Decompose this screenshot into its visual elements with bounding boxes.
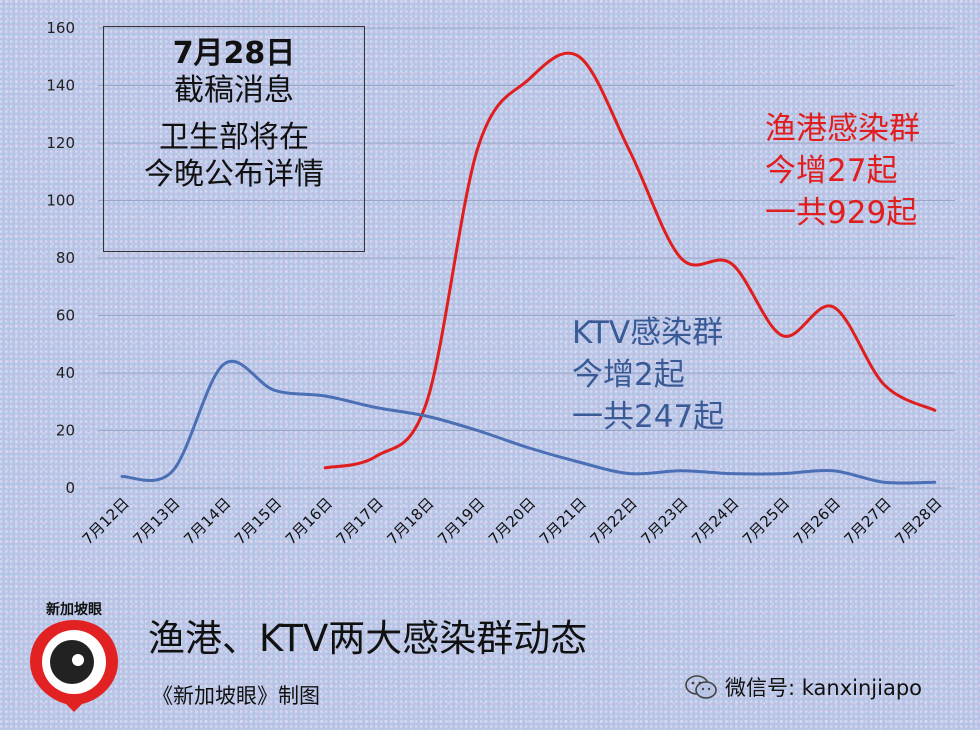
y-tick-label: 100 xyxy=(46,192,75,210)
y-tick-label: 80 xyxy=(56,249,75,267)
ktv-series-line xyxy=(120,360,937,485)
x-tick-label: 7月12日 xyxy=(79,494,133,548)
notice-date: 7月28日 xyxy=(172,36,296,71)
x-tick-label: 7月16日 xyxy=(282,494,336,548)
x-tick-label: 7月15日 xyxy=(231,494,285,548)
x-tick-label: 7月14日 xyxy=(180,494,234,548)
eye-logo: 新加坡眼 xyxy=(30,601,118,712)
x-tick-label: 7月20日 xyxy=(485,494,539,548)
x-tick-label: 7月23日 xyxy=(637,494,691,548)
fishery-total-count: 一共929起 xyxy=(765,195,918,231)
x-axis-ticks: 7月12日7月13日7月14日7月15日7月16日7月17日7月18日7月19日… xyxy=(79,494,946,548)
x-tick-label: 7月25日 xyxy=(739,494,793,548)
x-tick-label: 7月13日 xyxy=(129,494,183,548)
y-tick-label: 0 xyxy=(65,479,75,497)
x-tick-label: 7月17日 xyxy=(333,494,387,548)
y-tick-label: 20 xyxy=(56,422,75,440)
fishery-port-series-line xyxy=(323,51,937,470)
ktv-annotation: KTV感染群 今增2起 一共247起 xyxy=(572,312,724,438)
x-tick-label: 7月27日 xyxy=(841,494,895,548)
notice-line-3: 卫生部将在 xyxy=(159,120,309,155)
x-tick-label: 7月22日 xyxy=(587,494,641,548)
x-tick-label: 7月19日 xyxy=(434,494,488,548)
fishery-today-count: 今增27起 xyxy=(765,153,898,189)
y-axis-ticks: 0 20 40 60 80 100 120 140 160 xyxy=(46,19,75,497)
wechat-id: 微信号: kanxinjiapo xyxy=(685,672,922,702)
fishery-cluster-name: 渔港感染群 xyxy=(765,111,920,147)
logo-text: 新加坡眼 xyxy=(46,601,102,618)
x-tick-label: 7月18日 xyxy=(383,494,437,548)
ktv-cluster-name: KTV感染群 xyxy=(572,315,724,351)
y-tick-label: 60 xyxy=(56,307,75,325)
y-tick-label: 160 xyxy=(46,19,75,37)
ktv-today-count: 今增2起 xyxy=(572,357,685,393)
chart-gridlines xyxy=(98,27,955,489)
ktv-total-count: 一共247起 xyxy=(572,399,725,435)
chart-title: 渔港、KTV两大感染群动态 xyxy=(148,617,588,660)
y-tick-label: 120 xyxy=(46,134,75,152)
chart-credit: 《新加坡眼》制图 xyxy=(152,684,320,708)
notice-headline: 截稿消息 xyxy=(174,73,294,108)
fishery-port-annotation: 渔港感染群 今增27起 一共929起 xyxy=(765,108,920,234)
x-tick-label: 7月24日 xyxy=(688,494,742,548)
y-tick-label: 140 xyxy=(46,77,75,95)
x-tick-label: 7月28日 xyxy=(891,494,945,548)
wechat-text: 微信号: kanxinjiapo xyxy=(725,676,923,700)
notice-line-4: 今晚公布详情 xyxy=(144,157,324,192)
x-tick-label: 7月21日 xyxy=(536,494,590,548)
notice-box: 7月28日 截稿消息 卫生部将在 今晚公布详情 xyxy=(103,26,365,252)
x-tick-label: 7月26日 xyxy=(790,494,844,548)
wechat-icon xyxy=(685,675,717,699)
y-tick-label: 40 xyxy=(56,364,75,382)
chart-series xyxy=(120,51,937,485)
